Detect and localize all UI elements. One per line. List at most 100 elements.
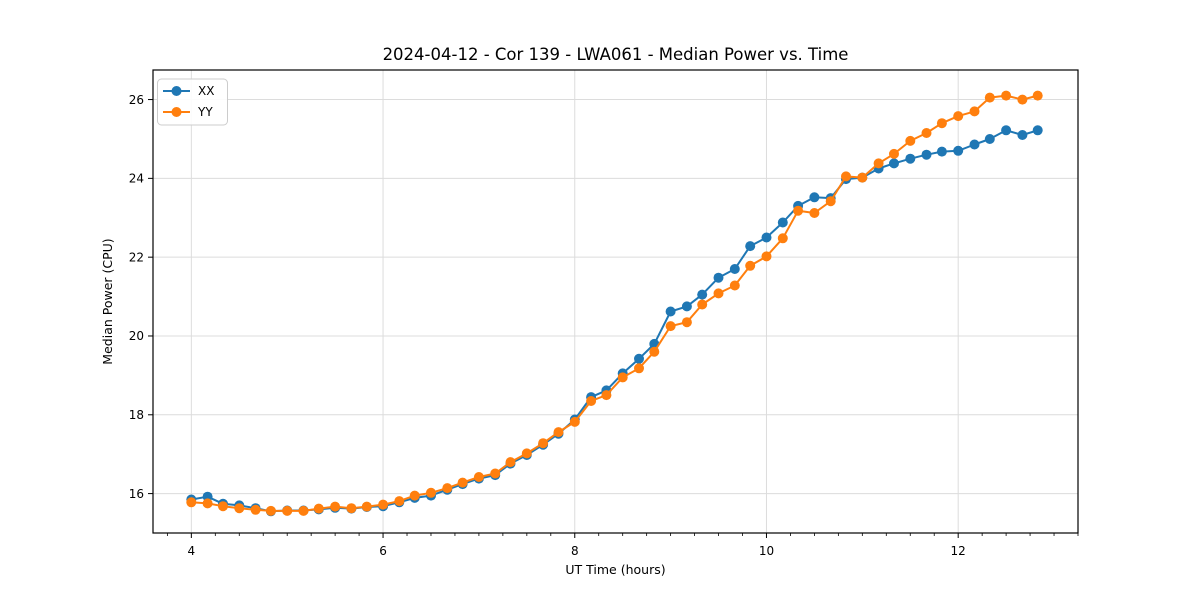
data-point-xx [634,353,644,364]
data-point-yy [490,468,501,479]
x-axis-label: UT Time (hours) [565,562,665,577]
data-point-yy [218,501,228,512]
data-point-yy [601,390,612,401]
data-point-xx [697,289,708,300]
data-point-yy [697,299,708,310]
legend-marker-yy [171,107,182,117]
data-point-yy [809,208,820,218]
data-point-yy [905,135,916,146]
data-point-yy [984,92,995,103]
legend-marker-xx [171,86,182,96]
data-point-xx [713,272,724,283]
data-point-yy [282,505,293,516]
data-point-yy [569,416,580,427]
data-point-xx [761,232,772,243]
data-point-yy [921,128,932,138]
x-tick-label: 10 [759,544,774,558]
data-point-xx [745,241,756,252]
series-yy [186,90,1043,516]
data-point-yy [313,503,324,514]
y-tick-label: 16 [129,487,144,501]
data-point-yy [538,438,549,449]
data-point-yy [265,505,276,516]
y-tick-label: 18 [129,408,144,422]
data-point-xx [809,192,820,203]
y-axis-label: Median Power (CPU) [100,238,115,364]
data-point-xx [1001,125,1012,136]
data-point-yy [298,505,309,516]
data-point-yy [969,106,980,117]
data-point-yy [426,487,436,498]
data-point-yy [793,205,804,216]
data-point-xx [984,134,995,144]
data-point-xx [921,149,932,160]
data-point-yy [745,260,756,271]
data-point-yy [1001,90,1012,101]
data-point-yy [777,233,788,244]
data-point-yy [761,251,772,262]
y-tick-label: 24 [129,172,144,186]
legend-box [157,78,228,126]
data-point-yy [729,280,740,291]
data-point-yy [521,448,532,459]
data-point-yy [457,477,468,488]
chart-title: 2024-04-12 - Cor 139 - LWA061 - Median P… [383,45,849,64]
legend-label-yy: YY [197,105,213,119]
data-point-yy [186,497,197,508]
data-point-yy [378,499,389,510]
data-point-xx [1017,130,1028,140]
data-point-yy [825,196,836,207]
data-point-yy [1032,90,1043,101]
data-point-yy [649,346,660,357]
data-point-xx [953,145,964,156]
data-point-yy [713,288,724,299]
x-tick-label: 4 [188,544,196,558]
x-tick-label: 8 [571,544,579,558]
legend: XX YY [157,78,228,126]
data-point-yy [394,496,405,507]
data-point-xx [889,158,899,169]
data-point-yy [473,472,484,482]
data-point-xx [969,139,980,150]
y-tick-label: 20 [129,329,144,343]
data-point-yy [505,457,516,468]
x-tick-label: 6 [379,544,387,558]
data-point-yy [553,427,564,438]
y-tick-label: 22 [129,250,144,264]
series-xx [186,125,1043,517]
data-point-xx [936,146,947,157]
data-point-yy [634,363,644,374]
data-point-yy [873,158,884,169]
data-point-yy [681,317,692,328]
x-tick-label: 12 [951,544,966,558]
data-point-yy [442,483,453,494]
gridlines [153,70,1078,533]
data-point-xx [681,301,692,312]
data-point-yy [889,148,899,159]
data-point-yy [346,503,357,514]
data-point-xx [729,264,740,274]
data-point-yy [409,490,420,501]
legend-label-xx: XX [198,84,214,98]
data-point-xx [665,306,676,317]
data-point-xx [1032,125,1043,136]
data-point-yy [936,118,947,129]
data-point-yy [361,501,372,512]
axes: 4 6 8 10 12 16 18 20 22 24 26 [129,69,1079,558]
plot-border [152,69,1079,534]
data-point-yy [1017,94,1028,105]
y-tick-label: 26 [129,93,144,107]
data-point-yy [234,503,245,514]
data-point-xx [777,217,788,228]
data-point-yy [857,172,868,183]
data-point-yy [617,372,628,383]
data-series [186,90,1043,517]
data-point-yy [665,321,676,332]
data-point-yy [330,501,341,512]
data-point-yy [250,504,261,515]
data-point-yy [841,171,851,182]
data-point-yy [586,396,597,406]
data-point-yy [202,498,213,509]
